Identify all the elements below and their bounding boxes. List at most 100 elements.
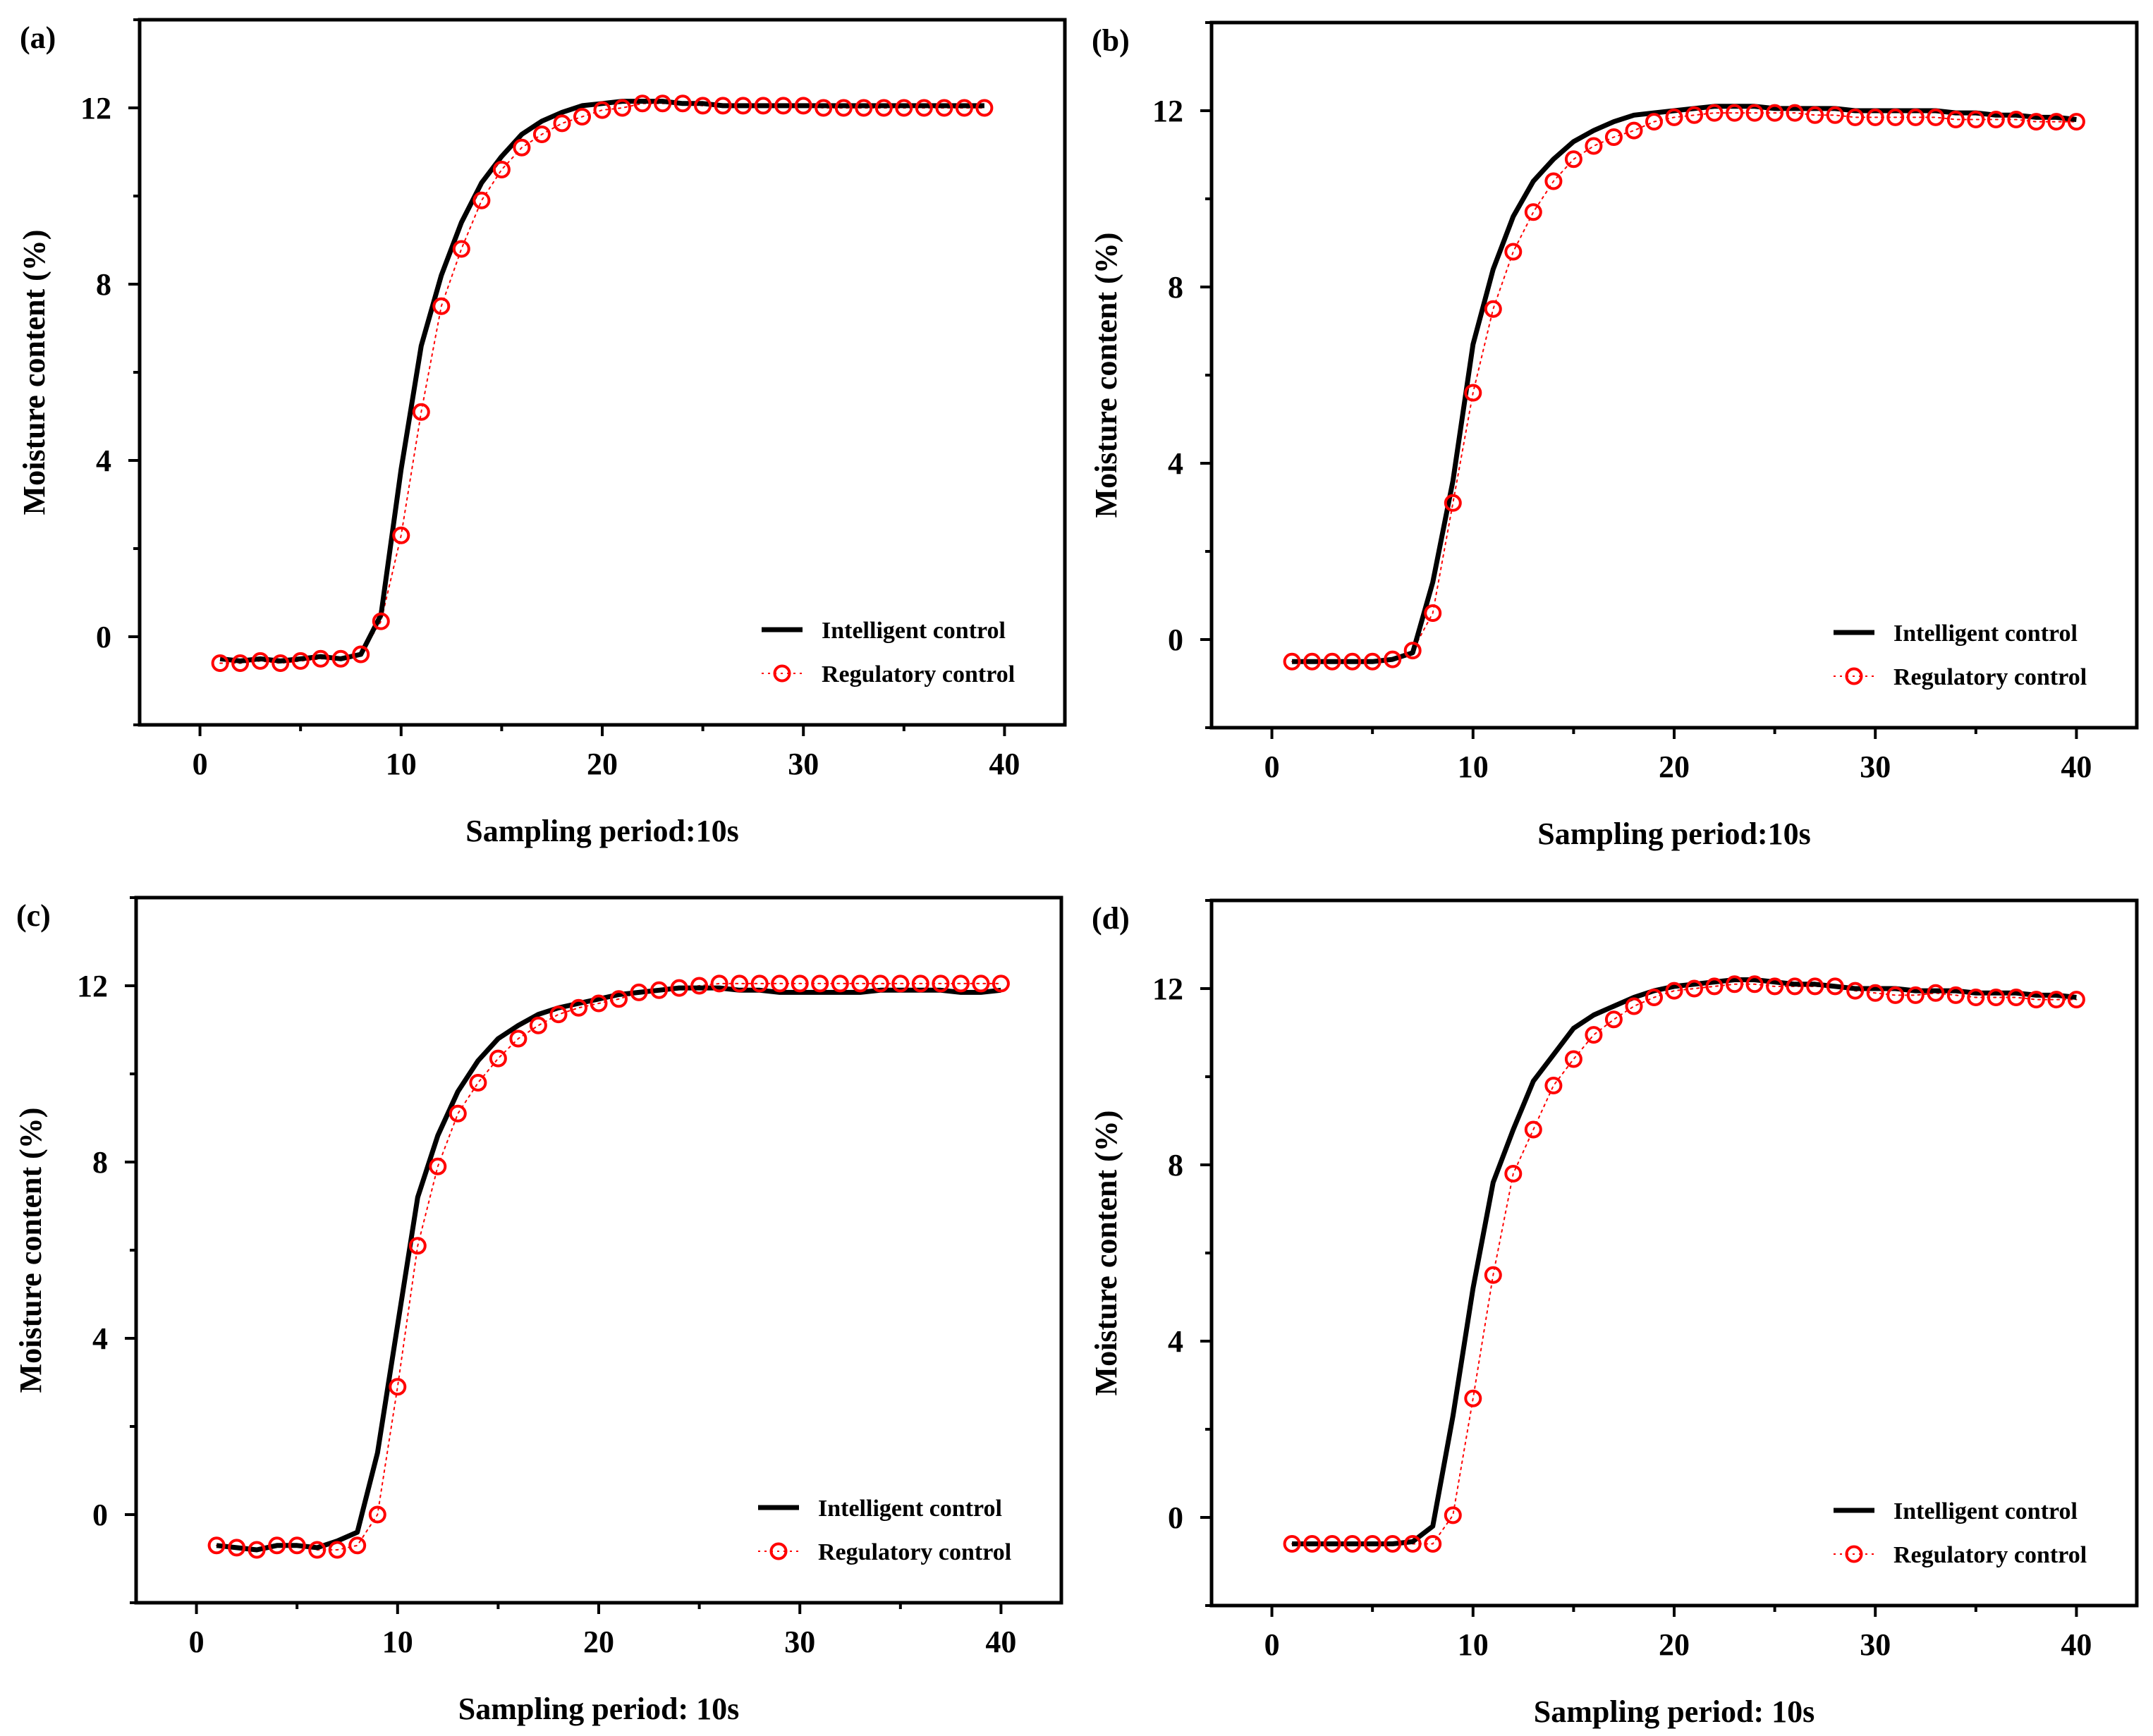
regulatory-point-c-17 bbox=[529, 1016, 547, 1034]
regulatory-point-c-3 bbox=[248, 1541, 266, 1559]
regulatory-point-b-36 bbox=[1987, 111, 2005, 128]
regulatory-point-d-19 bbox=[1645, 989, 1663, 1006]
y-tick-label-a-0: 0 bbox=[96, 620, 111, 654]
regulatory-point-d-6 bbox=[1384, 1535, 1402, 1553]
x-tick-label-c-0: 0 bbox=[189, 1625, 205, 1659]
y-tick-label-d-4: 4 bbox=[1168, 1324, 1183, 1359]
y-axis-a: 0 4 8 12 bbox=[80, 18, 140, 726]
regulatory-point-c-25 bbox=[690, 977, 709, 995]
regulatory-point-a-16 bbox=[513, 138, 531, 157]
legend-regulatory-label-d: Regulatory control bbox=[1893, 1542, 2087, 1568]
regulatory-point-a-7 bbox=[331, 649, 350, 668]
regulatory-point-d-10 bbox=[1464, 1389, 1482, 1407]
regulatory-point-c-29 bbox=[771, 974, 789, 993]
regulatory-point-d-2 bbox=[1303, 1535, 1322, 1553]
regulatory-point-a-6 bbox=[312, 649, 330, 668]
legend-regulatory-label-b: Regulatory control bbox=[1893, 664, 2087, 690]
regulatory-point-b-18 bbox=[1625, 121, 1643, 140]
regulatory-point-d-11 bbox=[1484, 1266, 1502, 1284]
x-tick-label-d-0: 0 bbox=[1264, 1627, 1280, 1662]
regulatory-point-c-33 bbox=[851, 974, 870, 993]
regulatory-point-c-2 bbox=[228, 1539, 246, 1557]
regulatory-point-c-31 bbox=[811, 974, 829, 993]
regulatory-point-b-38 bbox=[2027, 113, 2045, 131]
regulatory-point-c-18 bbox=[549, 1005, 568, 1024]
series-intelligent-line-b bbox=[1292, 104, 2077, 664]
regulatory-point-b-27 bbox=[1806, 106, 1824, 124]
x-axis-b: 0 10 20 30 40 bbox=[1264, 728, 2092, 784]
legend-regulatory-label-a: Regulatory control bbox=[822, 661, 1015, 687]
y-tick-label-d-12: 12 bbox=[1152, 972, 1183, 1006]
legend-a: Intelligent control Regulatory control bbox=[762, 618, 1015, 687]
regulatory-point-b-22 bbox=[1705, 104, 1724, 122]
regulatory-point-a-25 bbox=[694, 97, 712, 115]
x-tick-label-b-10: 10 bbox=[1458, 750, 1489, 784]
regulatory-point-d-37 bbox=[2007, 989, 2025, 1006]
regulatory-point-d-4 bbox=[1343, 1535, 1362, 1553]
x-tick-label-b-0: 0 bbox=[1264, 750, 1280, 784]
regulatory-point-a-36 bbox=[915, 99, 933, 117]
regulatory-point-d-22 bbox=[1705, 977, 1724, 996]
y-tick-label-c-12: 12 bbox=[77, 969, 108, 1003]
regulatory-point-d-39 bbox=[2047, 991, 2066, 1009]
regulatory-point-c-11 bbox=[408, 1237, 427, 1255]
regulatory-point-d-15 bbox=[1564, 1050, 1582, 1068]
regulatory-point-c-1 bbox=[207, 1536, 226, 1555]
series-regulatory-line-d bbox=[1291, 983, 2078, 1545]
regulatory-point-d-24 bbox=[1745, 975, 1764, 994]
series-regulatory-points-a bbox=[211, 94, 994, 672]
regulatory-point-a-15 bbox=[492, 161, 511, 178]
regulatory-point-a-24 bbox=[673, 94, 692, 113]
regulatory-point-b-25 bbox=[1766, 104, 1784, 122]
regulatory-point-b-13 bbox=[1524, 203, 1542, 221]
y-tick-label-a-8: 8 bbox=[96, 267, 111, 302]
regulatory-point-c-4 bbox=[268, 1536, 286, 1555]
regulatory-point-b-5 bbox=[1363, 652, 1382, 671]
x-tick-label-c-10: 10 bbox=[382, 1625, 413, 1659]
regulatory-point-c-35 bbox=[891, 974, 910, 993]
regulatory-point-b-39 bbox=[2047, 113, 2066, 131]
regulatory-point-c-13 bbox=[449, 1104, 467, 1123]
regulatory-point-d-34 bbox=[1946, 986, 1965, 1004]
y-tick-label-d-0: 0 bbox=[1168, 1500, 1183, 1535]
regulatory-point-c-12 bbox=[429, 1157, 447, 1175]
regulatory-point-d-26 bbox=[1786, 977, 1804, 996]
regulatory-point-a-39 bbox=[975, 99, 994, 117]
regulatory-point-a-23 bbox=[654, 94, 672, 113]
regulatory-point-b-12 bbox=[1504, 243, 1523, 261]
regulatory-point-d-3 bbox=[1323, 1535, 1341, 1553]
regulatory-point-b-9 bbox=[1444, 494, 1462, 512]
y-tick-label-b-4: 4 bbox=[1168, 446, 1183, 481]
regulatory-point-a-20 bbox=[593, 101, 611, 119]
series-regulatory-points-c bbox=[207, 974, 1010, 1559]
regulatory-point-b-32 bbox=[1906, 108, 1925, 126]
series-intelligent-line-c bbox=[216, 985, 1001, 1553]
regulatory-point-a-11 bbox=[412, 403, 430, 421]
legend-intelligent-label-b: Intelligent control bbox=[1893, 621, 2078, 647]
regulatory-point-d-32 bbox=[1906, 986, 1925, 1004]
regulatory-point-b-2 bbox=[1303, 652, 1322, 671]
regulatory-point-c-20 bbox=[590, 994, 608, 1013]
regulatory-point-c-16 bbox=[509, 1029, 527, 1048]
y-tick-label-d-8: 8 bbox=[1168, 1148, 1183, 1182]
panel-label-a: (a) bbox=[20, 20, 56, 55]
regulatory-point-d-27 bbox=[1806, 977, 1824, 996]
regulatory-point-a-14 bbox=[472, 191, 491, 209]
regulatory-point-c-37 bbox=[932, 974, 950, 993]
regulatory-point-d-13 bbox=[1524, 1120, 1542, 1139]
regulatory-point-b-11 bbox=[1484, 300, 1502, 318]
regulatory-point-a-21 bbox=[614, 99, 631, 117]
panel-label-b: (b) bbox=[1092, 23, 1130, 58]
legend-intelligent-label-d: Intelligent control bbox=[1893, 1498, 2078, 1524]
regulatory-point-c-6 bbox=[308, 1541, 327, 1559]
x-tick-label-d-30: 30 bbox=[1860, 1627, 1891, 1662]
regulatory-point-b-33 bbox=[1927, 108, 1945, 126]
regulatory-point-d-40 bbox=[2067, 991, 2085, 1009]
regulatory-point-a-31 bbox=[815, 99, 833, 117]
regulatory-point-c-15 bbox=[489, 1049, 507, 1068]
x-tick-label-c-30: 30 bbox=[784, 1625, 815, 1659]
regulatory-point-a-32 bbox=[834, 99, 853, 117]
regulatory-point-d-21 bbox=[1685, 979, 1703, 998]
regulatory-point-b-28 bbox=[1826, 106, 1844, 124]
regulatory-point-b-19 bbox=[1645, 113, 1663, 131]
